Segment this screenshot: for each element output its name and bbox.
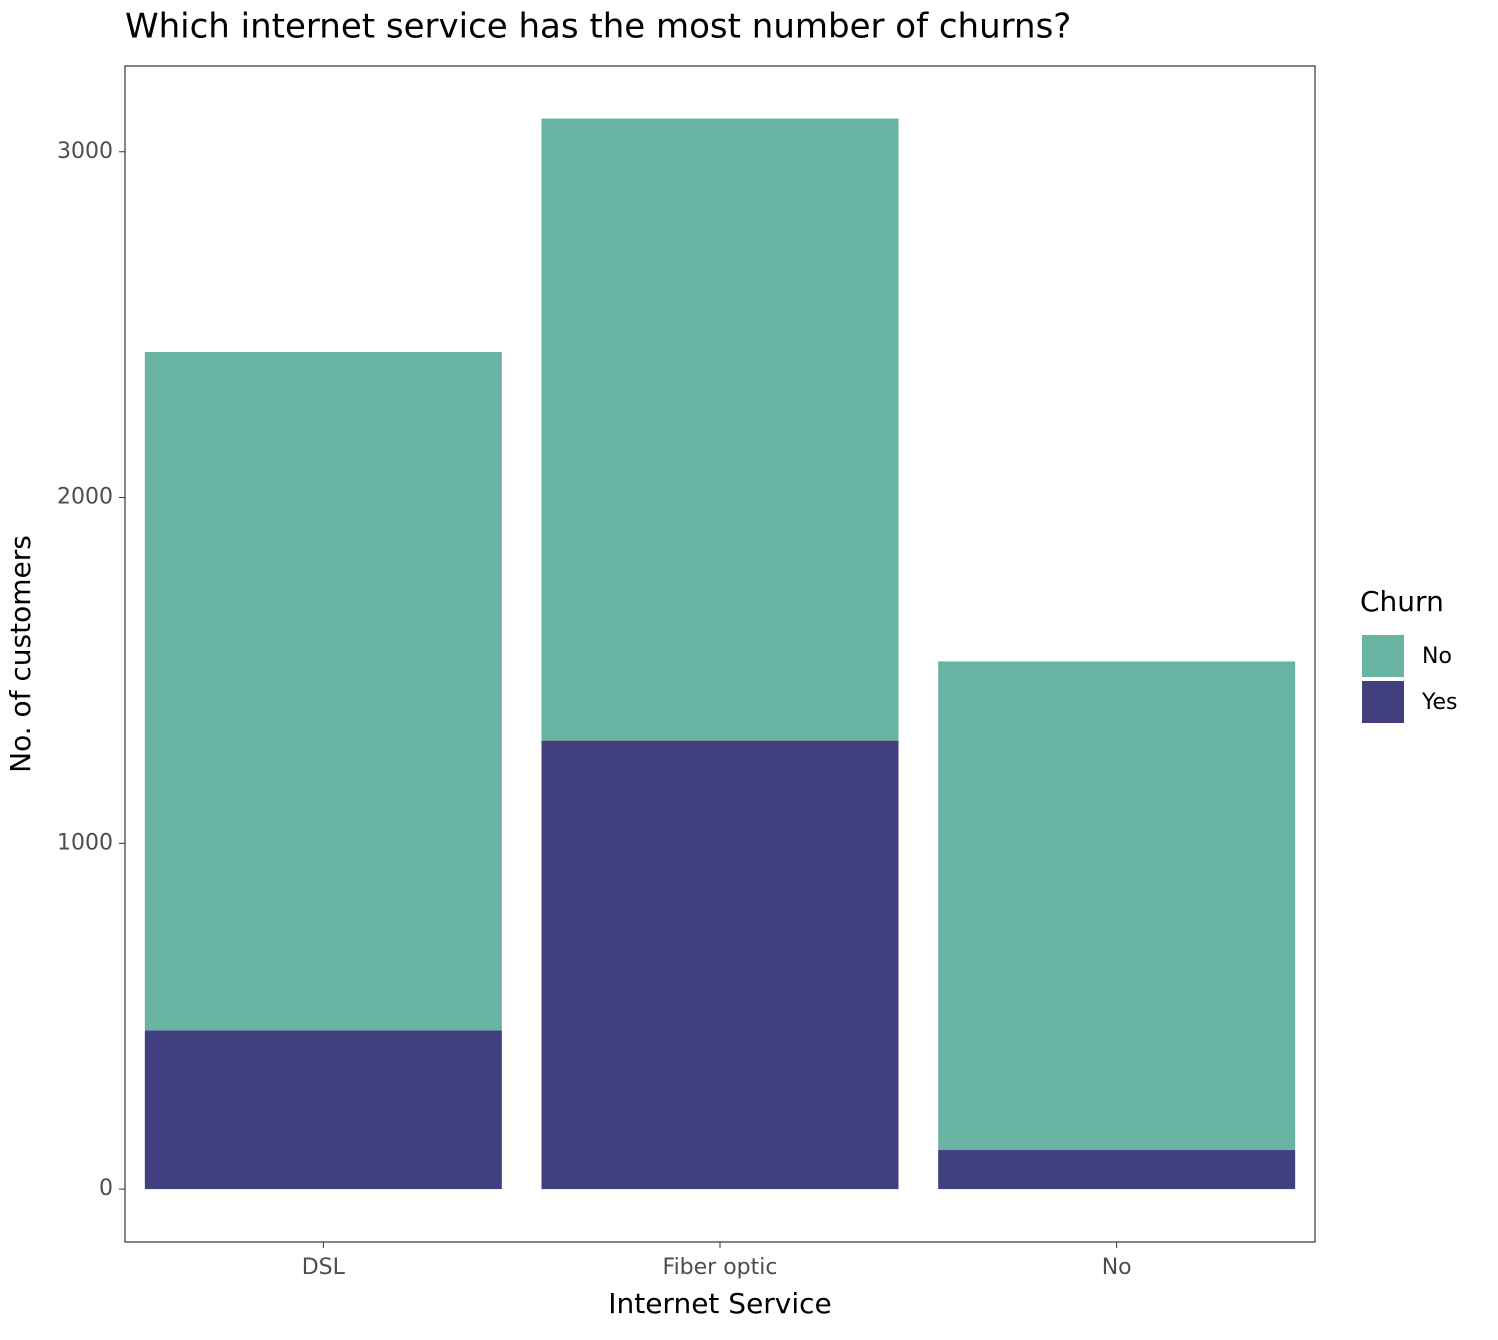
legend-swatch: [1362, 681, 1404, 723]
y-tick-label: 2000: [57, 485, 113, 510]
bar-segment: [541, 118, 899, 741]
legend-swatch: [1362, 635, 1404, 677]
x-tick-label: DSL: [302, 1255, 346, 1280]
y-axis-label: No. of customers: [4, 535, 37, 773]
y-tick-label: 3000: [57, 139, 113, 164]
x-tick-label: Fiber optic: [663, 1255, 778, 1280]
bar-segment: [541, 740, 899, 1190]
legend-title: Churn: [1360, 585, 1444, 618]
legend-label: Yes: [1421, 690, 1458, 715]
y-tick-label: 1000: [57, 830, 113, 855]
bar-segment: [938, 661, 1296, 1151]
chart-title: Which internet service has the most numb…: [125, 7, 1071, 47]
legend-label: No: [1422, 644, 1452, 669]
bar-segment: [938, 1150, 1296, 1190]
x-tick-label: No: [1102, 1255, 1132, 1280]
bar-segment: [144, 1030, 502, 1190]
y-tick-label: 0: [99, 1176, 113, 1201]
x-axis-label: Internet Service: [608, 1287, 832, 1320]
plot-area: [144, 118, 1296, 1190]
bar-segment: [144, 351, 502, 1031]
